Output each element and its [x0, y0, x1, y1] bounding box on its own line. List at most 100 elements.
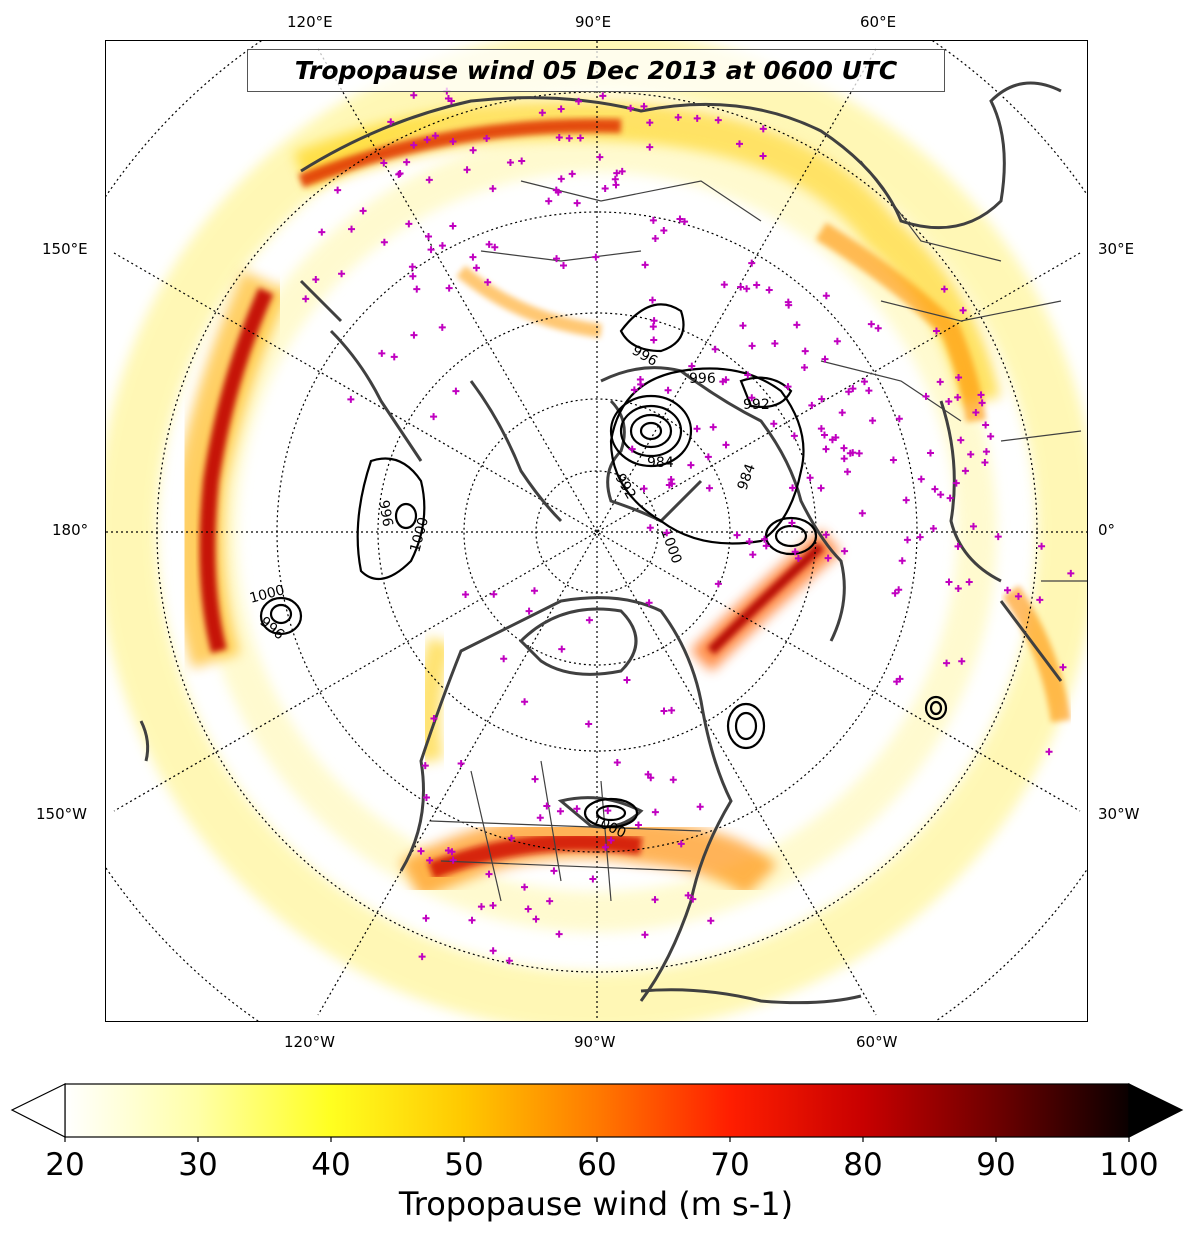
station-marker	[489, 185, 497, 193]
station-marker	[1036, 596, 1044, 604]
station-marker	[640, 485, 648, 493]
station-marker	[641, 931, 649, 939]
station-marker	[714, 116, 722, 124]
coastlines	[139, 81, 1063, 1005]
station-marker	[491, 243, 499, 251]
station-marker	[536, 814, 544, 822]
station-marker	[817, 484, 825, 492]
station-marker	[489, 947, 497, 955]
station-marker	[449, 138, 457, 146]
colorbar-tick-label: 40	[311, 1147, 351, 1183]
station-marker	[641, 261, 649, 269]
station-marker	[521, 698, 529, 706]
station-marker	[965, 578, 973, 586]
station-marker	[922, 392, 930, 400]
station-marker	[302, 295, 310, 303]
station-marker	[753, 281, 761, 289]
station-marker	[463, 166, 471, 174]
station-marker	[575, 97, 583, 105]
station-marker	[955, 373, 963, 381]
station-marker	[744, 371, 752, 379]
colorbar-max-extend	[1128, 1083, 1184, 1138]
station-marker	[693, 114, 701, 122]
station-marker	[788, 519, 796, 527]
station-marker	[612, 181, 620, 189]
station-marker	[573, 199, 581, 207]
contour-label: 992	[743, 397, 770, 413]
graticule	[106, 41, 1087, 1021]
station-marker	[982, 421, 990, 429]
station-marker	[660, 227, 668, 235]
station-marker	[917, 475, 925, 483]
lon-label-left: 180°	[52, 521, 89, 539]
station-marker	[538, 109, 546, 117]
station-marker	[506, 158, 514, 166]
station-marker	[524, 905, 532, 913]
station-marker	[449, 222, 457, 230]
contour-label: 992	[612, 471, 639, 502]
station-marker	[840, 455, 848, 463]
station-marker	[599, 92, 607, 100]
station-marker	[824, 554, 832, 562]
station-marker	[808, 401, 816, 409]
station-marker	[849, 385, 857, 393]
station-marker	[438, 323, 446, 331]
station-marker	[602, 843, 610, 851]
station-marker	[822, 445, 830, 453]
station-marker	[457, 760, 465, 768]
station-marker	[525, 607, 533, 615]
station-marker	[874, 324, 882, 332]
station-marker	[770, 420, 778, 428]
station-marker	[485, 870, 493, 878]
station-marker	[413, 285, 421, 293]
station-marker	[445, 284, 453, 292]
station-marker	[898, 557, 906, 565]
station-marker	[532, 915, 540, 923]
country-borders	[430, 160, 1087, 902]
title-box: Tropopause wind 05 Dec 2013 at 0600 UTC	[247, 49, 945, 92]
station-marker	[846, 449, 854, 457]
station-marker	[618, 167, 626, 175]
station-marker	[410, 141, 418, 149]
station-marker	[630, 386, 638, 394]
station-marker	[423, 136, 431, 144]
station-marker	[1014, 592, 1022, 600]
station-marker	[312, 276, 320, 284]
station-marker	[818, 395, 826, 403]
station-marker	[969, 522, 977, 530]
station-marker	[438, 242, 446, 250]
station-marker	[743, 285, 751, 293]
station-marker	[1059, 663, 1067, 671]
colorbar-tick-label: 50	[444, 1147, 484, 1183]
station-marker	[418, 953, 426, 961]
station-marker	[604, 807, 612, 815]
station-marker	[449, 856, 457, 864]
station-marker	[640, 102, 648, 110]
station-marker	[895, 415, 903, 423]
station-marker	[994, 533, 1002, 541]
station-marker	[613, 759, 621, 767]
station-marker	[589, 875, 597, 883]
station-marker	[954, 542, 962, 550]
station-marker	[545, 197, 553, 205]
station-marker	[1004, 586, 1012, 594]
station-marker	[722, 441, 730, 449]
station-marker	[483, 134, 491, 142]
station-marker	[893, 678, 901, 686]
station-marker	[628, 445, 636, 453]
station-marker	[651, 896, 659, 904]
lon-label-top: 120°E	[287, 13, 333, 31]
station-marker	[841, 547, 849, 555]
station-marker	[844, 468, 852, 476]
station-marker	[940, 285, 948, 293]
station-marker	[462, 590, 470, 598]
station-marker	[761, 535, 769, 543]
station-marker	[468, 916, 476, 924]
map-title: Tropopause wind 05 Dec 2013 at 0600 UTC	[294, 56, 898, 85]
station-marker	[546, 897, 554, 905]
station-marker	[903, 536, 911, 544]
station-marker	[833, 337, 841, 345]
colorbar-tick-label: 70	[710, 1147, 750, 1183]
station-marker	[936, 378, 944, 386]
contour-label: 996	[629, 343, 660, 370]
